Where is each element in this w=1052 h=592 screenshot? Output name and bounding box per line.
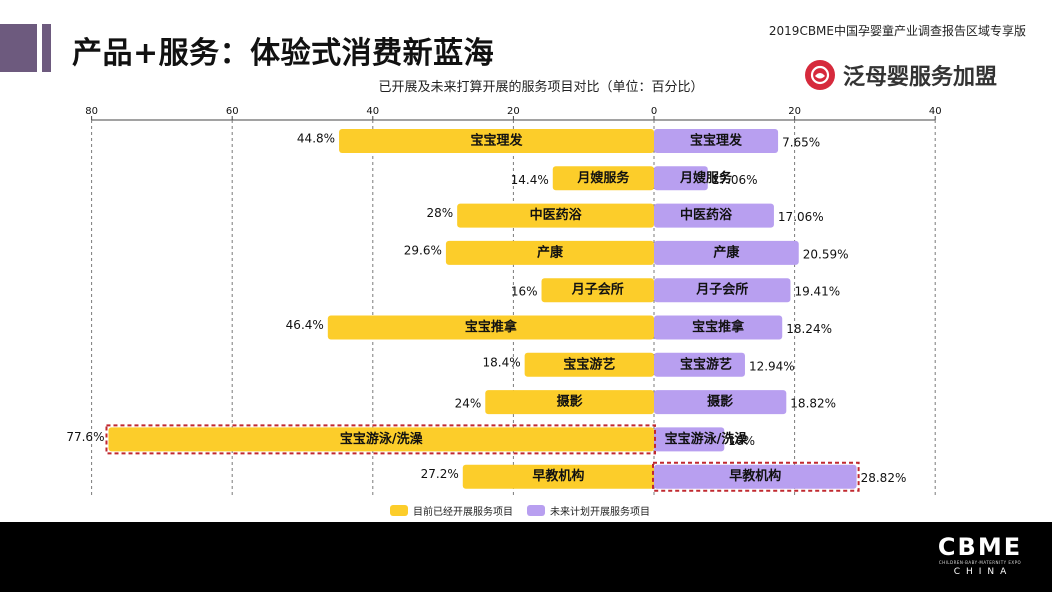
bar-current-category-label: 宝宝推拿 bbox=[465, 319, 518, 335]
bar-future-value-label: 17.06% bbox=[712, 173, 758, 187]
bar-future-value-label: 18.24% bbox=[786, 322, 832, 336]
bar-current-value-label: 24% bbox=[455, 397, 482, 411]
legend-label-current: 目前已经开展服务项目 bbox=[413, 507, 513, 518]
bar-current-value-label: 44.8% bbox=[297, 132, 335, 146]
bar-current-value-label: 14.4% bbox=[511, 173, 549, 187]
bar-current-category-label: 宝宝游泳/洗澡 bbox=[340, 431, 424, 447]
bar-current-value-label: 77.6% bbox=[66, 430, 104, 444]
bar-future-value-label: 20.59% bbox=[803, 247, 849, 261]
bar-current-value-label: 18.4% bbox=[483, 355, 521, 369]
x-tick-label: 0 bbox=[651, 106, 657, 117]
bar-current-value-label: 29.6% bbox=[404, 243, 442, 257]
bar-future-value-label: 17.06% bbox=[778, 210, 824, 224]
bar-current bbox=[485, 390, 654, 415]
page-title: 产品+服务：体验式消费新蓝海 bbox=[72, 36, 495, 71]
bar-future bbox=[654, 464, 857, 489]
bar-future bbox=[654, 315, 783, 340]
x-tick-label: 20 bbox=[507, 106, 520, 117]
bar-future bbox=[654, 352, 745, 377]
logo-text: 泛母婴服务加盟 bbox=[843, 65, 998, 90]
cbme-brand: CBME bbox=[937, 533, 1023, 561]
chart-title: 已开展及未来打算开展的服务项目对比（单位：百分比） bbox=[378, 80, 704, 95]
legend-swatch-current bbox=[390, 505, 408, 516]
x-tick-label: 20 bbox=[788, 106, 801, 117]
bar-current-category-label: 月嫂服务 bbox=[576, 170, 630, 186]
bar-future-category-label: 宝宝推拿 bbox=[692, 319, 745, 335]
bar-current-category-label: 宝宝游艺 bbox=[563, 356, 615, 372]
bar-future-value-label: 28.82% bbox=[861, 471, 907, 485]
title-accent-bar bbox=[0, 24, 37, 72]
logo-icon bbox=[805, 60, 835, 90]
highlight-box-swim bbox=[105, 424, 657, 455]
bar-current-category-label: 中医药浴 bbox=[530, 207, 583, 223]
cbme-logo: CBME CHILDREN·BABY·MATERNITY EXPO CHINA bbox=[930, 534, 1030, 578]
legend-item-current: 目前已经开展服务项目 bbox=[390, 503, 513, 518]
bar-future-category-label: 月嫂服务 bbox=[679, 170, 733, 186]
bar-current-category-label: 早教机构 bbox=[532, 468, 584, 484]
bar-current bbox=[457, 203, 654, 228]
brand-logo: 泛母婴服务加盟 bbox=[805, 58, 997, 92]
x-tick-label: 40 bbox=[366, 106, 379, 117]
legend-swatch-future bbox=[527, 505, 545, 516]
chart-legend: 目前已经开展服务项目 未来计划开展服务项目 bbox=[390, 503, 664, 518]
bar-future-category-label: 摄影 bbox=[707, 394, 733, 410]
x-tick-label: 60 bbox=[226, 106, 239, 117]
bar-current bbox=[524, 352, 654, 377]
bar-future bbox=[654, 203, 774, 228]
bar-current-value-label: 46.4% bbox=[286, 318, 324, 332]
bar-current-value-label: 28% bbox=[426, 206, 453, 220]
bar-current bbox=[339, 129, 654, 153]
title-accent-bar-thin bbox=[42, 24, 51, 72]
bar-future-category-label: 产康 bbox=[713, 244, 740, 260]
bar-future bbox=[654, 129, 779, 153]
footer-band bbox=[0, 522, 1052, 592]
bar-future-value-label: 12.94% bbox=[749, 359, 795, 373]
bar-future bbox=[654, 390, 787, 415]
legend-label-future: 未来计划开展服务项目 bbox=[550, 507, 650, 518]
bar-future-value-label: 19.41% bbox=[794, 285, 840, 299]
bar-future-category-label: 中医药浴 bbox=[680, 207, 733, 223]
legend-item-future: 未来计划开展服务项目 bbox=[527, 503, 650, 518]
bar-current bbox=[108, 427, 655, 452]
bar-current bbox=[541, 278, 654, 303]
cbme-country: CHINA bbox=[953, 567, 1013, 577]
bar-future-category-label: 宝宝理发 bbox=[690, 133, 743, 149]
bar-current bbox=[552, 166, 654, 191]
bar-future-category-label: 宝宝游泳/洗澡 bbox=[665, 431, 749, 447]
bar-current bbox=[445, 240, 654, 265]
bar-current bbox=[462, 464, 654, 489]
x-tick-label: 40 bbox=[929, 106, 942, 117]
bar-current-category-label: 宝宝理发 bbox=[471, 133, 524, 149]
bar-current-value-label: 16% bbox=[511, 285, 538, 299]
bar-future bbox=[654, 166, 708, 191]
bar-current-category-label: 摄影 bbox=[557, 394, 583, 410]
highlight-box-early-ed bbox=[652, 461, 860, 492]
bar-future-value-label: 7.65% bbox=[782, 136, 820, 150]
bar-future-value-label: 10% bbox=[728, 434, 755, 448]
bar-future-value-label: 18.82% bbox=[790, 397, 836, 411]
bar-current-category-label: 月子会所 bbox=[571, 282, 624, 298]
bar-current-category-label: 产康 bbox=[537, 244, 564, 260]
report-title: 2019CBME中国孕婴童产业调查报告区域专享版 bbox=[768, 24, 1026, 38]
bar-future-category-label: 月子会所 bbox=[695, 282, 748, 298]
x-tick-label: 80 bbox=[85, 106, 98, 117]
bar-current-value-label: 27.2% bbox=[421, 467, 459, 481]
bar-future bbox=[654, 278, 791, 303]
bar-current bbox=[327, 315, 654, 340]
cbme-subtitle: CHILDREN·BABY·MATERNITY EXPO bbox=[938, 560, 1022, 565]
bar-future-category-label: 宝宝游艺 bbox=[680, 356, 732, 372]
bar-future bbox=[654, 240, 799, 265]
bar-future-category-label: 早教机构 bbox=[729, 468, 781, 484]
diverging-bar-chart: 80 60 40 20 0 20 40 宝宝理发 44.8% 宝宝理发 7.65% 月嫂服务 14.4%… bbox=[66, 106, 942, 496]
bar-future bbox=[654, 427, 725, 452]
